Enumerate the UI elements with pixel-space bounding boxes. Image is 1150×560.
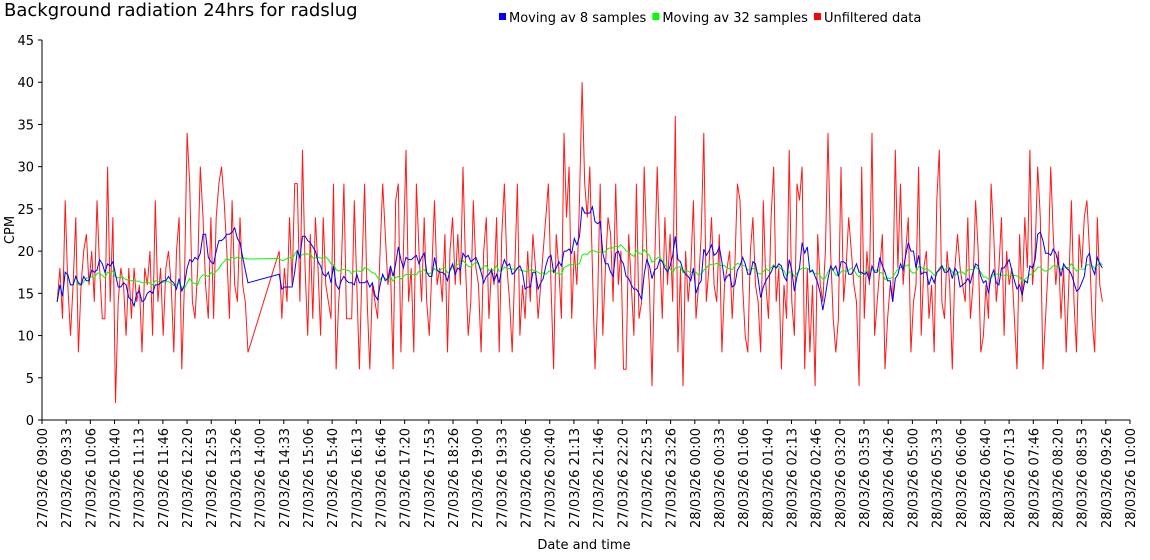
x-tick-label: 27/03/26 12:20 (181, 428, 196, 528)
x-tick-label: 27/03/26 20:06 (520, 428, 535, 528)
x-tick-label: 27/03/26 19:00 (471, 428, 486, 528)
x-tick-label: 27/03/26 15:40 (326, 428, 341, 528)
x-tick-label: 27/03/26 14:33 (278, 428, 293, 528)
y-tick-label: 30 (17, 161, 34, 176)
x-tick-label: 27/03/26 21:13 (568, 428, 583, 528)
x-tick-label: 28/03/26 10:00 (1124, 428, 1139, 528)
x-tick-label: 28/03/26 05:33 (931, 428, 946, 528)
legend: Moving av 8 samples Moving av 32 samples U… (499, 11, 921, 26)
x-tick-label: 28/03/26 06:06 (955, 428, 970, 528)
x-tick-label: 27/03/26 23:26 (665, 428, 680, 528)
x-tick-label: 28/03/26 08:20 (1051, 428, 1066, 528)
y-tick-label: 40 (17, 76, 34, 91)
legend-label: Moving av 32 samples (662, 11, 808, 26)
x-tick-label: 28/03/26 07:13 (1003, 428, 1018, 528)
x-tick-label: 27/03/26 10:40 (109, 428, 124, 528)
x-tick-label: 28/03/26 06:40 (979, 428, 994, 528)
legend-swatch (499, 13, 506, 20)
y-axis-label: CPM (3, 216, 18, 244)
x-tick-label: 27/03/26 13:26 (229, 428, 244, 528)
x-tick-label: 28/03/26 00:00 (689, 428, 704, 528)
x-tick-label: 27/03/26 22:53 (640, 428, 655, 528)
x-tick-label: 28/03/26 07:46 (1027, 428, 1042, 528)
x-tick-label: 28/03/26 01:06 (737, 428, 752, 528)
x-tick-label: 27/03/26 19:33 (495, 428, 510, 528)
x-tick-label: 27/03/26 22:20 (616, 428, 631, 528)
legend-swatch (652, 13, 660, 20)
y-axis: 0 5 10 15 20 25 30 35 40 45 (17, 34, 42, 429)
y-tick-label: 45 (17, 34, 34, 49)
y-tick-label: 25 (17, 203, 34, 218)
x-tick-label: 28/03/26 09:26 (1100, 428, 1115, 528)
plot-lines (56, 82, 1103, 404)
legend-swatch (813, 13, 821, 20)
x-tick-label: 27/03/26 12:53 (205, 428, 220, 528)
x-tick-label: 28/03/26 08:53 (1076, 428, 1091, 528)
x-tick-label: 27/03/26 11:13 (133, 428, 148, 528)
x-tick-label: 27/03/26 18:26 (447, 428, 462, 528)
y-tick-label: 5 (26, 372, 34, 387)
x-tick-label: 27/03/26 15:06 (302, 428, 317, 528)
y-tick-label: 20 (17, 245, 34, 260)
x-tick-label: 28/03/26 02:13 (786, 428, 801, 528)
chart-title: Background radiation 24hrs for radslug (4, 0, 358, 21)
x-tick-label: 27/03/26 14:00 (254, 428, 269, 528)
x-tick-label: 28/03/26 01:40 (761, 428, 776, 528)
x-axis-label: Date and time (537, 538, 630, 553)
x-tick-label: 27/03/26 09:33 (60, 428, 75, 528)
x-tick-label: 27/03/26 10:06 (84, 428, 99, 528)
x-tick-label: 28/03/26 04:26 (882, 428, 897, 528)
legend-label: Unfiltered data (824, 11, 921, 26)
x-tick-label: 27/03/26 20:40 (544, 428, 559, 528)
x-tick-label: 27/03/26 21:46 (592, 428, 607, 528)
x-tick-label: 27/03/26 09:00 (36, 428, 51, 528)
series-line-moving-av-8-samples (56, 205, 1103, 311)
x-tick-label: 28/03/26 03:20 (834, 428, 849, 528)
x-tick-label: 28/03/26 00:33 (713, 428, 728, 528)
y-tick-label: 35 (17, 118, 34, 133)
series-line-unfiltered-data (56, 82, 1103, 404)
x-tick-label: 28/03/26 03:53 (858, 428, 873, 528)
legend-label: Moving av 8 samples (509, 11, 647, 26)
x-tick-label: 27/03/26 17:20 (399, 428, 414, 528)
y-tick-label: 15 (17, 287, 34, 302)
x-tick-label: 27/03/26 16:13 (350, 428, 365, 528)
x-tick-label: 28/03/26 05:00 (906, 428, 921, 528)
y-tick-label: 0 (26, 414, 34, 429)
x-tick-label: 27/03/26 16:46 (374, 428, 389, 528)
x-tick-label: 27/03/26 11:46 (157, 428, 172, 528)
x-tick-label: 27/03/26 17:53 (423, 428, 438, 528)
series-line-moving-av-32-samples (56, 244, 1103, 302)
x-tick-label: 28/03/26 02:46 (810, 428, 825, 528)
x-axis: 27/03/26 09:00 27/03/26 09:33 27/03/26 10:… (36, 420, 1139, 528)
y-tick-label: 10 (17, 330, 34, 345)
